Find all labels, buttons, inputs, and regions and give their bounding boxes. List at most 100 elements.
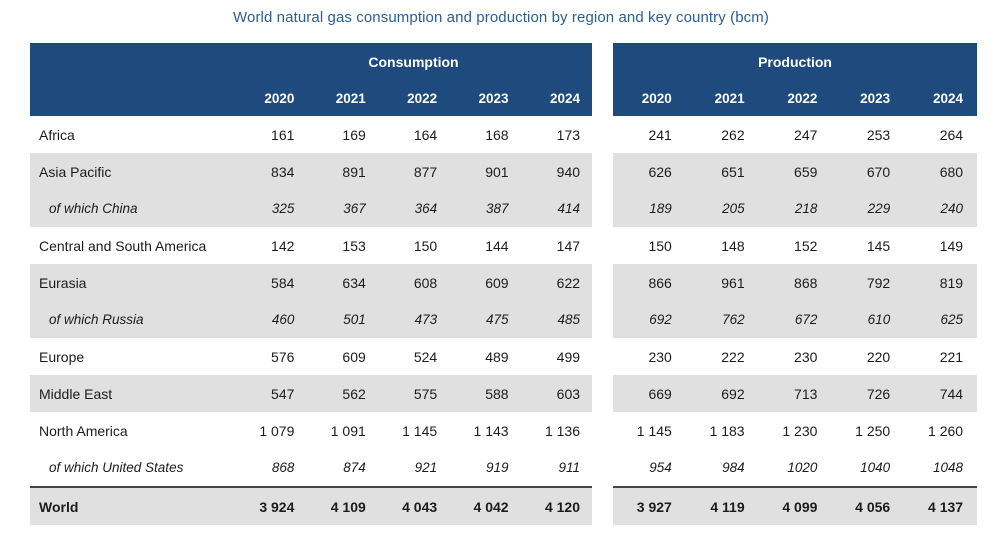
value-cell: 1 230 [782,422,818,439]
value-cell: 940 [520,153,593,190]
value-cell: 3 924 [235,486,307,525]
value-cell: 634 [306,264,378,301]
value-cell: 651 [685,153,759,190]
value-cell: 609 [342,348,366,365]
value-cell: 485 [520,301,593,338]
value-cell: 669 [613,375,686,412]
value-cell: 4 119 [685,486,759,525]
value-cell: 584 [235,264,307,301]
year-header: 2022 [758,80,832,116]
value-cell: 218 [758,190,832,227]
value-cell: 264 [939,126,964,143]
value-cell: 901 [449,153,521,190]
value-cell: 609 [449,264,521,301]
corner-cell [30,43,235,80]
value-cell: 524 [413,348,438,365]
value-cell: 230 [794,348,818,365]
value-cell: 911 [558,460,581,475]
region-label: of which United States [49,460,184,475]
value-cell: 1048 [933,460,964,475]
value-cell: 4 043 [377,486,450,525]
value-cell: 145 [866,237,891,254]
consumption-header: Consumption [235,43,593,80]
region-label: of which China [30,190,235,227]
value-cell: 670 [831,153,905,190]
year-header: 2020 [235,80,307,116]
value-cell: 4 109 [306,486,378,525]
value-cell: 672 [758,301,832,338]
value-cell: 4 042 [449,486,521,525]
value-cell: 1 183 [709,422,745,439]
year-header-row: 2020 2021 2022 2023 2024 [613,80,978,116]
value-cell: 1 260 [928,422,964,439]
table-row: 230 222 230 220 221 [613,338,977,375]
value-cell: 460 [235,301,307,338]
value-cell: 1 091 [330,422,366,439]
value-cell: 891 [306,153,378,190]
value-cell: 626 [613,153,686,190]
table-row: Africa 161 169 164 168 173 [30,116,592,153]
table-row: Middle East 547 562 575 588 603 [30,375,593,412]
region-label: Eurasia [30,264,235,301]
value-cell: 588 [449,375,521,412]
table-row: 626 651 659 670 680 [613,153,978,190]
value-cell: 222 [721,348,745,365]
value-cell: 221 [939,348,964,365]
year-header: 2022 [377,80,450,116]
value-cell: 3 927 [613,486,686,525]
page-title: World natural gas consumption and produc… [233,9,769,26]
value-cell: 954 [649,460,672,475]
region-label: Europe [39,348,85,365]
production-table: Production 2020 2021 2022 2023 2024 241 … [613,43,978,525]
year-header: 2023 [449,80,521,116]
value-cell: 1 145 [402,422,438,439]
value-cell: 576 [271,348,295,365]
value-cell: 149 [939,237,964,254]
value-cell: 1 143 [473,422,509,439]
table-row: 954 984 1020 1040 1048 [613,449,977,487]
value-cell: 868 [271,460,295,475]
value-cell: 142 [271,237,295,254]
year-header: 2021 [306,80,378,116]
value-cell: 4 099 [758,486,832,525]
value-cell: 792 [831,264,905,301]
value-cell: 489 [485,348,509,365]
group-header-row: Consumption [30,43,593,80]
table-row: North America 1 079 1 091 1 145 1 143 1 … [30,412,592,449]
value-cell: 866 [613,264,686,301]
table-row: 669 692 713 726 744 [613,375,978,412]
value-cell: 144 [485,237,509,254]
region-label: North America [39,422,128,439]
value-cell: 610 [831,301,905,338]
value-cell: 253 [866,126,891,143]
table-row: Central and South America 142 153 150 14… [30,227,592,264]
value-cell: 575 [377,375,450,412]
table-row: Eurasia 584 634 608 609 622 [30,264,593,301]
table-row-total: World 3 924 4 109 4 043 4 042 4 120 [30,486,593,525]
value-cell: 692 [685,375,759,412]
value-cell: 241 [648,126,672,143]
table-row: of which United States 868 874 921 919 9… [30,449,592,487]
value-cell: 262 [721,126,745,143]
value-cell: 4 137 [904,486,978,525]
table-gap [592,43,613,525]
value-cell: 152 [794,237,818,254]
value-cell: 984 [722,460,745,475]
region-label: Middle East [30,375,235,412]
value-cell: 1 250 [855,422,891,439]
value-cell: 387 [449,190,521,227]
year-header: 2023 [831,80,905,116]
value-cell: 169 [342,126,366,143]
value-cell: 961 [685,264,759,301]
table-row: of which Russia 460 501 473 475 485 [30,301,593,338]
table-row: Asia Pacific 834 891 877 901 940 [30,153,593,190]
value-cell: 414 [520,190,593,227]
value-cell: 625 [904,301,978,338]
tables-container: Consumption 2020 2021 2022 2023 2024 Afr… [30,43,978,525]
value-cell: 325 [235,190,307,227]
value-cell: 562 [306,375,378,412]
value-cell: 608 [377,264,450,301]
value-cell: 547 [235,375,307,412]
value-cell: 4 120 [520,486,593,525]
value-cell: 659 [758,153,832,190]
